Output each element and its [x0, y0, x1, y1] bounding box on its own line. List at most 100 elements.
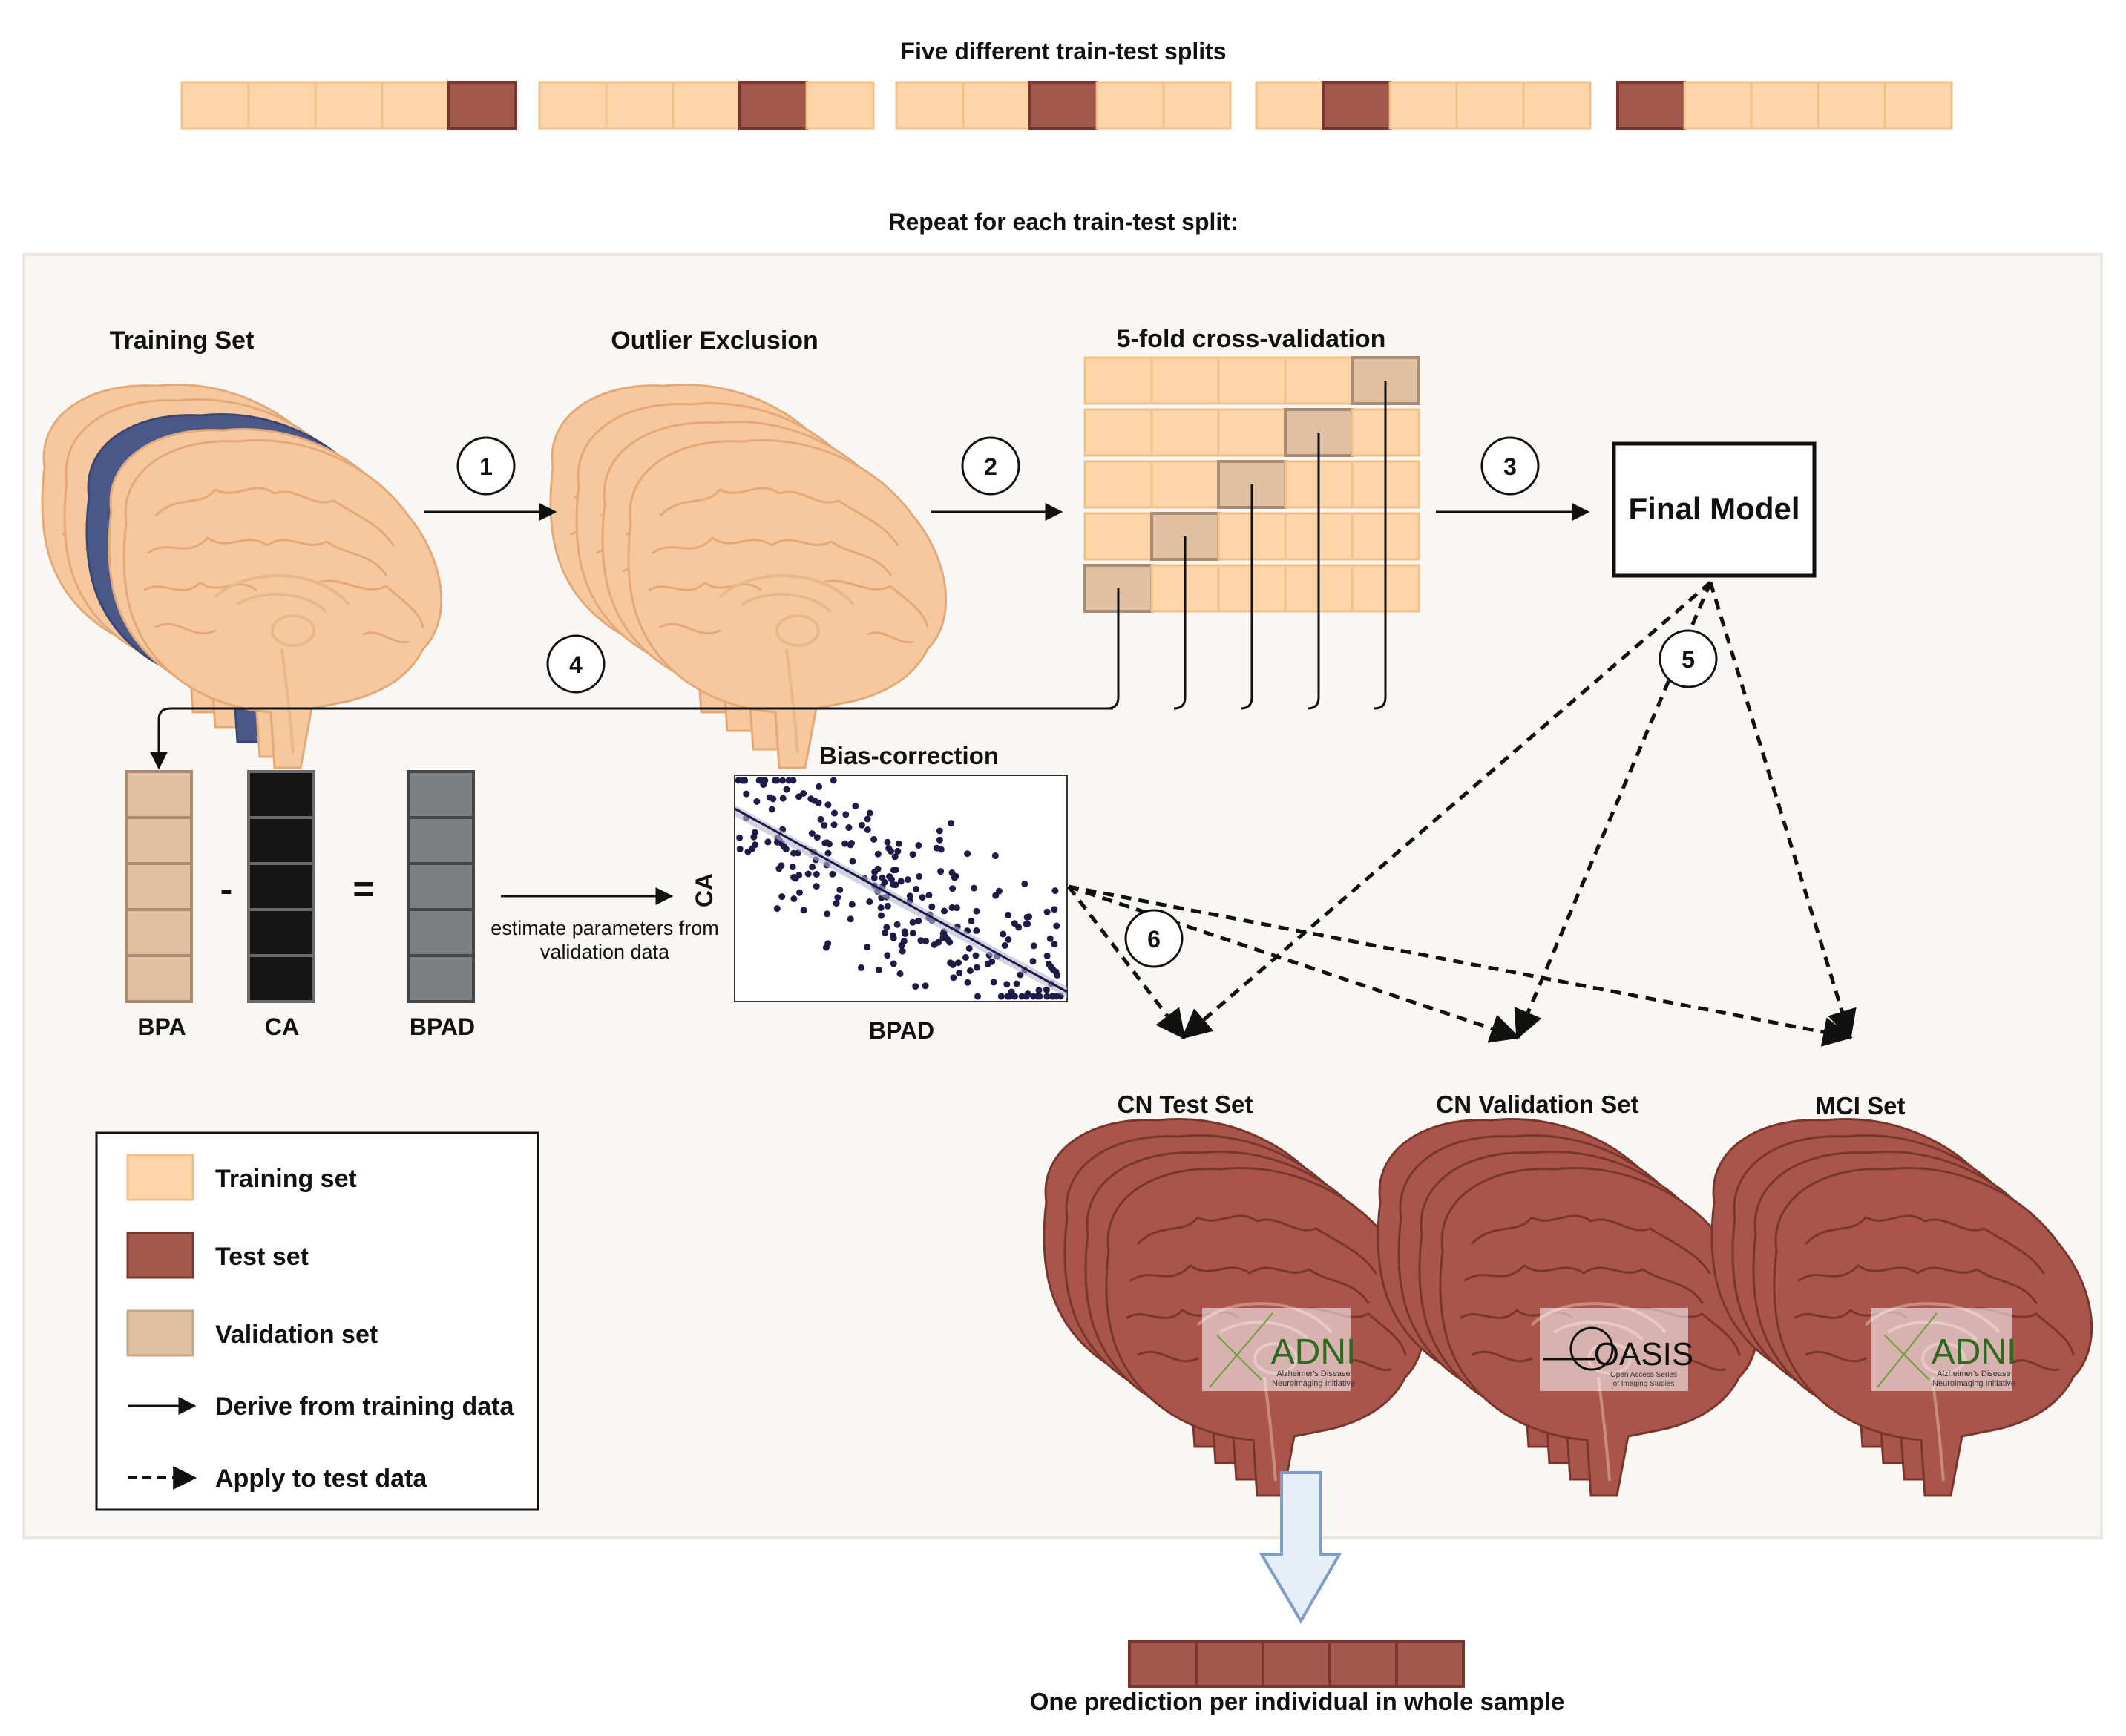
- scatter-xlabel: BPAD: [869, 1017, 934, 1044]
- split-2-cell-4: [738, 81, 808, 130]
- scatter-point-243: [823, 839, 830, 846]
- scatter-point-223: [782, 846, 790, 853]
- scatter-point-69: [824, 849, 832, 857]
- scatter-point-178: [1051, 887, 1059, 895]
- legend-test-label: Test set: [215, 1243, 309, 1271]
- bpad-bar-cell-1: [407, 770, 475, 819]
- oasis-logo: OASIS Open Access Series of Imaging Stud…: [1540, 1308, 1693, 1391]
- svg-text:Neuroimaging Initiative: Neuroimaging Initiative: [1272, 1379, 1355, 1388]
- svg-text:Alzheimer's Disease: Alzheimer's Disease: [1276, 1370, 1350, 1378]
- scatter-point-224: [1024, 920, 1031, 927]
- bpa-bar-cell-3: [125, 862, 193, 911]
- cv-fold-2-cell-1: [1083, 408, 1153, 457]
- scatter-point-158: [809, 864, 816, 871]
- scatter-point-179: [992, 892, 1000, 899]
- scatter-point-133: [888, 847, 894, 855]
- scatter-point-185: [936, 827, 943, 835]
- fold-line-1: [1374, 381, 1387, 710]
- scatter-point-249: [964, 979, 971, 986]
- scatter-point-58: [842, 811, 850, 818]
- scatter-point-71: [916, 872, 923, 880]
- output-cell-2: [1195, 1640, 1264, 1688]
- ca-label: CA: [265, 1013, 299, 1040]
- scatter-point-227: [785, 777, 793, 784]
- scatter-point-134: [852, 803, 859, 809]
- fold-line-2: [1307, 433, 1320, 710]
- step-number-4: 4: [569, 651, 583, 678]
- scatter-point-118: [808, 830, 816, 837]
- bpad-computation: [125, 770, 475, 1003]
- scatter-point-129: [847, 915, 854, 923]
- split-2-cell-1: [538, 81, 608, 130]
- scatter-point-138: [841, 840, 849, 847]
- scatter-point-230: [824, 910, 831, 918]
- step-circle-5: [1659, 629, 1718, 688]
- scatter-point-236: [972, 952, 980, 959]
- scatter-point-43: [884, 952, 891, 959]
- scatter-point-174: [1035, 987, 1043, 994]
- scatter-point-60: [866, 809, 873, 817]
- scatter-point-14: [779, 777, 787, 784]
- scatter-point-156: [830, 777, 837, 784]
- scatter-point-221: [997, 993, 1005, 1000]
- estimate-note-line2: validation data: [540, 941, 670, 963]
- scatter-point-72: [1003, 981, 1011, 988]
- cross-validation-grid: [1083, 356, 1420, 613]
- scatter-point-91: [753, 798, 761, 805]
- cross-validation-title: 5-fold cross-validation: [1117, 325, 1386, 353]
- ca-bar-cell-4: [247, 908, 315, 957]
- scatter-point-62: [909, 851, 916, 858]
- scatter-point-130: [917, 937, 925, 944]
- scatter-point-104: [879, 874, 886, 881]
- scatter-point-67: [824, 801, 832, 809]
- scatter-point-149: [766, 794, 773, 801]
- cv-fold-1-cell-3: [1217, 356, 1287, 405]
- scatter-point-151: [888, 875, 895, 883]
- scatter-point-171: [1013, 980, 1020, 987]
- training-set-title: Training Set: [110, 326, 255, 355]
- scatter-point-148: [990, 979, 997, 986]
- scatter-point-251: [1043, 986, 1050, 993]
- scatter-point-197: [1005, 936, 1012, 943]
- scatter-point-150: [773, 905, 781, 913]
- scatter-point-201: [1018, 993, 1026, 1000]
- scatter-point-74: [858, 964, 864, 971]
- bpa-bar-cell-4: [125, 908, 193, 957]
- split-2-cell-2: [605, 81, 675, 130]
- scatter-point-119: [817, 815, 824, 823]
- output-cell-5: [1395, 1640, 1465, 1688]
- cv-fold-2-cell-2: [1150, 408, 1220, 457]
- minus-sign: -: [220, 868, 233, 910]
- split-4-cell-3: [1388, 81, 1458, 130]
- scatter-point-166: [955, 959, 962, 967]
- bpa-label: BPA: [137, 1013, 186, 1040]
- cv-fold-1-cell-4: [1284, 356, 1354, 405]
- cv-fold-4-cell-1: [1083, 512, 1153, 561]
- output-cell-3: [1262, 1640, 1331, 1688]
- regression-line: [734, 807, 1068, 993]
- scatter-point-31: [895, 840, 902, 847]
- split-4-cell-2: [1322, 81, 1391, 130]
- scatter-ylabel: CA: [691, 873, 718, 907]
- bpa-bar-cell-5: [125, 954, 193, 1003]
- outlier-exclusion-title: Outlier Exclusion: [611, 326, 818, 355]
- scatter-point-204: [848, 840, 855, 846]
- scatter-point-205: [890, 960, 897, 967]
- scatter-point-190: [956, 970, 963, 977]
- scatter-point-127: [1043, 908, 1051, 915]
- scatter-point-36: [882, 929, 889, 936]
- test-brain-stacks: [1043, 1117, 2093, 1497]
- split-1-cell-5: [447, 81, 517, 130]
- split-1-cell-4: [381, 81, 450, 130]
- scatter-point-107: [833, 900, 840, 907]
- scatter-point-78: [1000, 930, 1007, 938]
- scatter-point-44: [896, 970, 904, 977]
- scatter-point-165: [824, 940, 832, 947]
- step-circle-1: [456, 436, 516, 496]
- scatter-point-22: [804, 870, 812, 878]
- scatter-point-252: [962, 953, 969, 961]
- svg-text:Alzheimer's Disease: Alzheimer's Disease: [1937, 1370, 2010, 1378]
- scatter-point-226: [1029, 958, 1037, 965]
- scatter-point-235: [939, 934, 947, 941]
- bpad-bar-cell-5: [407, 954, 475, 1003]
